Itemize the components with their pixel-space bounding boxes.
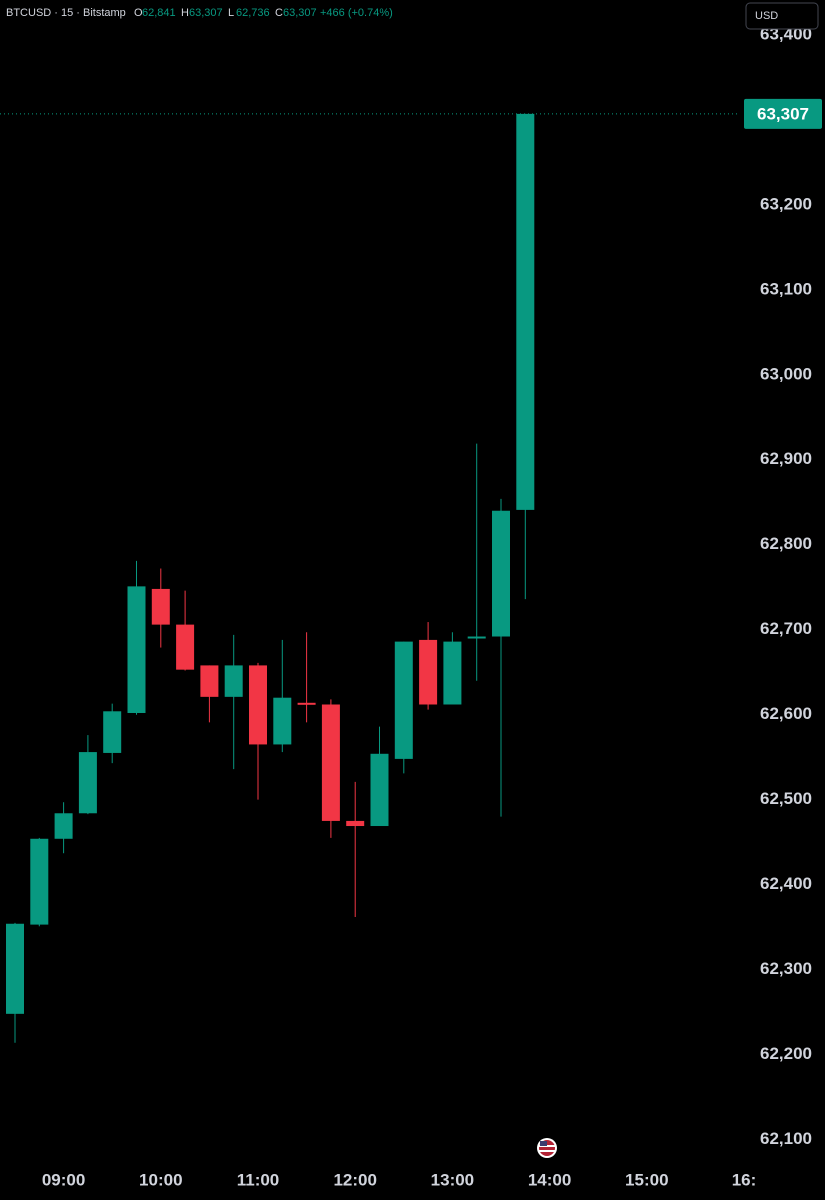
x-tick-label: 14:00 — [528, 1170, 571, 1189]
y-tick-label: 62,600 — [760, 704, 812, 723]
candle-body — [224, 665, 243, 697]
last-price-label: 63,307 — [757, 104, 809, 123]
y-tick-label: 62,700 — [760, 619, 812, 638]
x-tick-label: 13:00 — [431, 1170, 474, 1189]
candle-body — [127, 586, 146, 713]
x-tick-label: 11:00 — [237, 1170, 280, 1189]
candle-body — [6, 923, 24, 1014]
y-tick-label: 62,900 — [760, 449, 812, 468]
legend-header: BTCUSD · 15 · Bitstamp O 62,841 H 63,307 L 62… — [6, 7, 393, 19]
y-tick-label: 62,100 — [760, 1129, 812, 1148]
ohlc-label: O — [134, 7, 143, 19]
x-tick-label: 15:00 — [625, 1170, 668, 1189]
last-price-box — [744, 98, 822, 129]
x-tick-label: 10:00 — [139, 1170, 182, 1189]
candle-body — [78, 752, 97, 814]
candle-body — [273, 697, 292, 745]
candle-body — [394, 641, 413, 759]
candle-body — [103, 711, 122, 753]
candle-body — [321, 704, 340, 821]
y-tick-label: 62,200 — [760, 1044, 812, 1063]
currency[interactable]: USD — [755, 10, 778, 22]
candle-body — [370, 753, 389, 827]
ohlc-value: 63,307 — [283, 7, 317, 19]
candle-body — [467, 636, 486, 639]
plot: 62,100 62,200 62,300 62,400 62,500 62,600 62,7… — [0, 24, 822, 1189]
y-tick-label: 63,200 — [760, 194, 812, 213]
ohlc-value: 62,736 — [236, 7, 270, 19]
symbol: BTCUSD · 15 · Bitstamp — [6, 7, 126, 19]
candle-body — [443, 641, 462, 705]
ohlc-label: L — [228, 7, 234, 19]
candle-body — [516, 113, 535, 510]
x-tick-label: 09:00 — [42, 1170, 85, 1189]
candle-body — [151, 588, 170, 625]
candle-body — [297, 702, 316, 705]
y-tick-label: 62,500 — [760, 789, 812, 808]
candle-body — [54, 813, 73, 839]
candle-body — [492, 510, 510, 637]
x-tick-label: 12:00 — [333, 1170, 376, 1189]
x-tick-label: 16: — [732, 1170, 757, 1189]
candle-body — [30, 838, 49, 925]
y-tick-label: 63,000 — [760, 364, 812, 383]
y-tick-label: 62,800 — [760, 534, 812, 553]
currency-button[interactable] — [745, 2, 819, 30]
ohlc-value: 63,307 — [189, 7, 223, 19]
ohlc-value: 62,841 — [142, 7, 176, 19]
event-flag[interactable] — [537, 1138, 557, 1158]
candle-body — [419, 639, 438, 705]
ohlc-label: C — [275, 7, 283, 19]
change: +466 (+0.74%) — [320, 7, 393, 19]
y-tick-label: 62,300 — [760, 959, 812, 978]
y-tick-label: 62,400 — [760, 874, 812, 893]
candle-body — [176, 624, 195, 670]
candle-body — [200, 665, 219, 697]
ohlc-label: H — [181, 7, 189, 19]
candle-body — [249, 665, 267, 745]
candle-body — [346, 820, 365, 827]
y-tick-label: 63,100 — [760, 279, 812, 298]
